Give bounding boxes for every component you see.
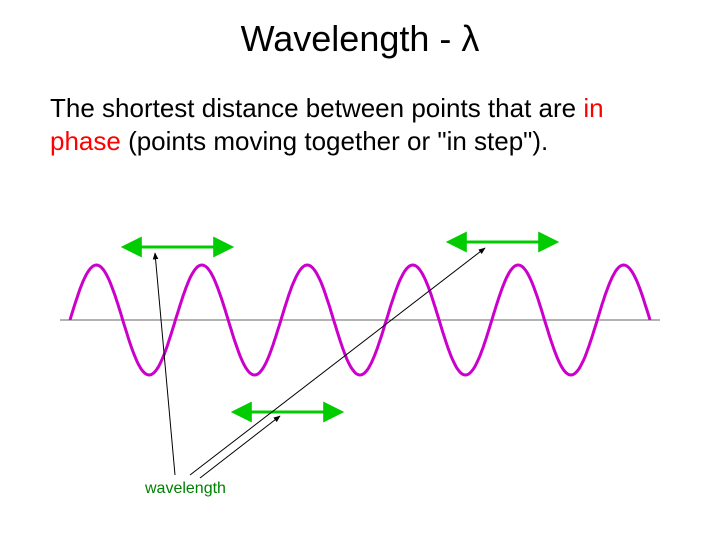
- wavelength-label: wavelength: [145, 480, 226, 498]
- wave-diagram: wavelength: [60, 220, 660, 500]
- leader-line-2: [200, 416, 280, 478]
- definition-part2: (points moving together or "in step").: [121, 126, 548, 156]
- definition-part1: The shortest distance between points tha…: [50, 93, 583, 123]
- definition-text: The shortest distance between points tha…: [0, 60, 720, 157]
- leader-line-0: [155, 253, 175, 475]
- leader-line-1: [190, 248, 485, 475]
- page-title: Wavelength - λ: [0, 0, 720, 60]
- wave-svg: [60, 220, 660, 500]
